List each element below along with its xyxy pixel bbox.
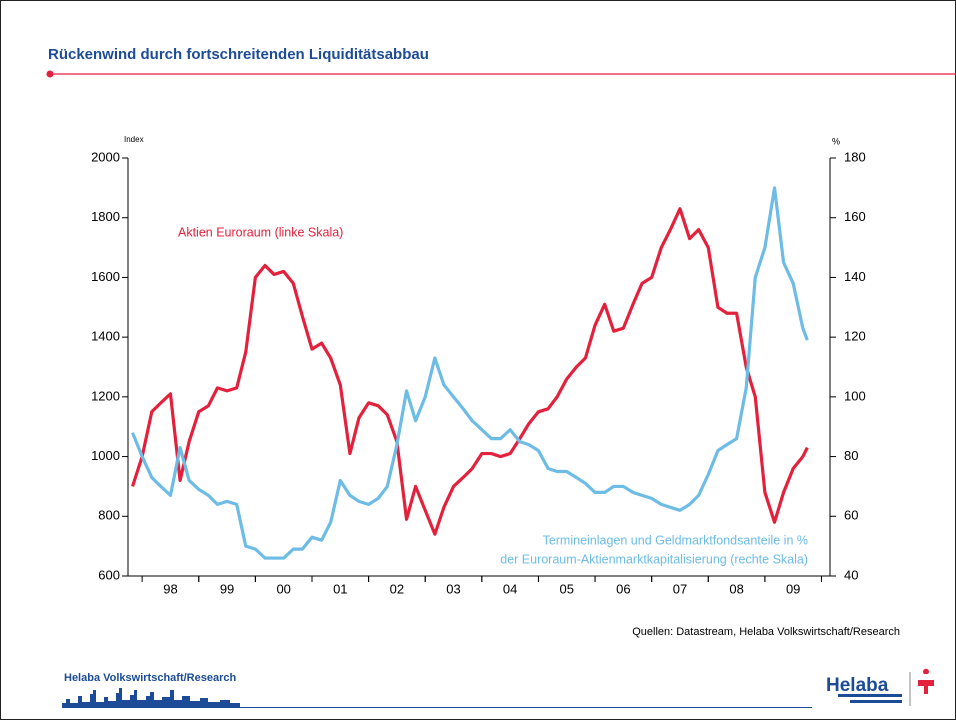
- annotation: der Euroraum-Aktienmarktkapitalisierung …: [500, 552, 808, 566]
- skyline: [62, 688, 240, 707]
- slide-title: Rückenwind durch fortschreitenden Liquid…: [48, 46, 429, 63]
- y2-tick-label: 100: [844, 388, 866, 403]
- x-tick-label: 07: [673, 581, 687, 596]
- y2-tick-label: 40: [844, 567, 858, 582]
- y2-tick-label: 160: [844, 209, 866, 224]
- y2-tick-label: 140: [844, 269, 866, 284]
- y-tick-label: 1200: [91, 388, 120, 403]
- y2-tick-label: 60: [844, 508, 858, 523]
- x-tick-label: 98: [163, 581, 177, 596]
- logo-mark: [918, 668, 934, 694]
- annotation: Aktien Euroraum (linke Skala): [178, 225, 343, 239]
- footer-brand: Helaba Volkswirtschaft/Research: [64, 672, 236, 684]
- y-tick-label: 1400: [91, 329, 120, 344]
- y-tick-label: 1600: [91, 269, 120, 284]
- x-tick-label: 08: [729, 581, 743, 596]
- x-tick-label: 02: [390, 581, 404, 596]
- series-line: [131, 186, 809, 560]
- x-tick-label: 01: [333, 581, 347, 596]
- y-tick-label: 1000: [91, 448, 120, 463]
- y2-tick-label: 120: [844, 329, 866, 344]
- x-tick-label: 09: [786, 581, 800, 596]
- x-tick-label: 03: [446, 581, 460, 596]
- y-tick-label: 1800: [91, 209, 120, 224]
- source: Quellen: Datastream, Helaba Volkswirtsch…: [632, 626, 900, 638]
- plot: 600 800 1000 1200 1400 1600 1800 2000 40 60 80 100 1…: [91, 149, 866, 596]
- y2-axis-label: %: [832, 136, 840, 146]
- y2-tick-label: 180: [844, 149, 866, 164]
- y-axis-label: Index: [124, 135, 144, 144]
- y-tick-label: 800: [98, 508, 120, 523]
- y2-tick-label: 80: [844, 448, 858, 463]
- x-tick-label: 06: [616, 581, 630, 596]
- logo-subline: [838, 694, 902, 697]
- y-tick-label: 2000: [91, 149, 120, 164]
- y-tick-label: 600: [98, 567, 120, 582]
- annotation: Termineinlagen und Geldmarktfondsanteile…: [543, 533, 808, 547]
- x-tick-label: 04: [503, 581, 517, 596]
- x-tick-label: 05: [560, 581, 574, 596]
- logo: Helaba: [826, 675, 889, 696]
- x-tick-label: 99: [220, 581, 234, 596]
- series-line: [131, 207, 809, 536]
- logo-subline: [850, 700, 902, 703]
- title-rule-dot: [46, 70, 54, 78]
- x-tick-label: 00: [276, 581, 290, 596]
